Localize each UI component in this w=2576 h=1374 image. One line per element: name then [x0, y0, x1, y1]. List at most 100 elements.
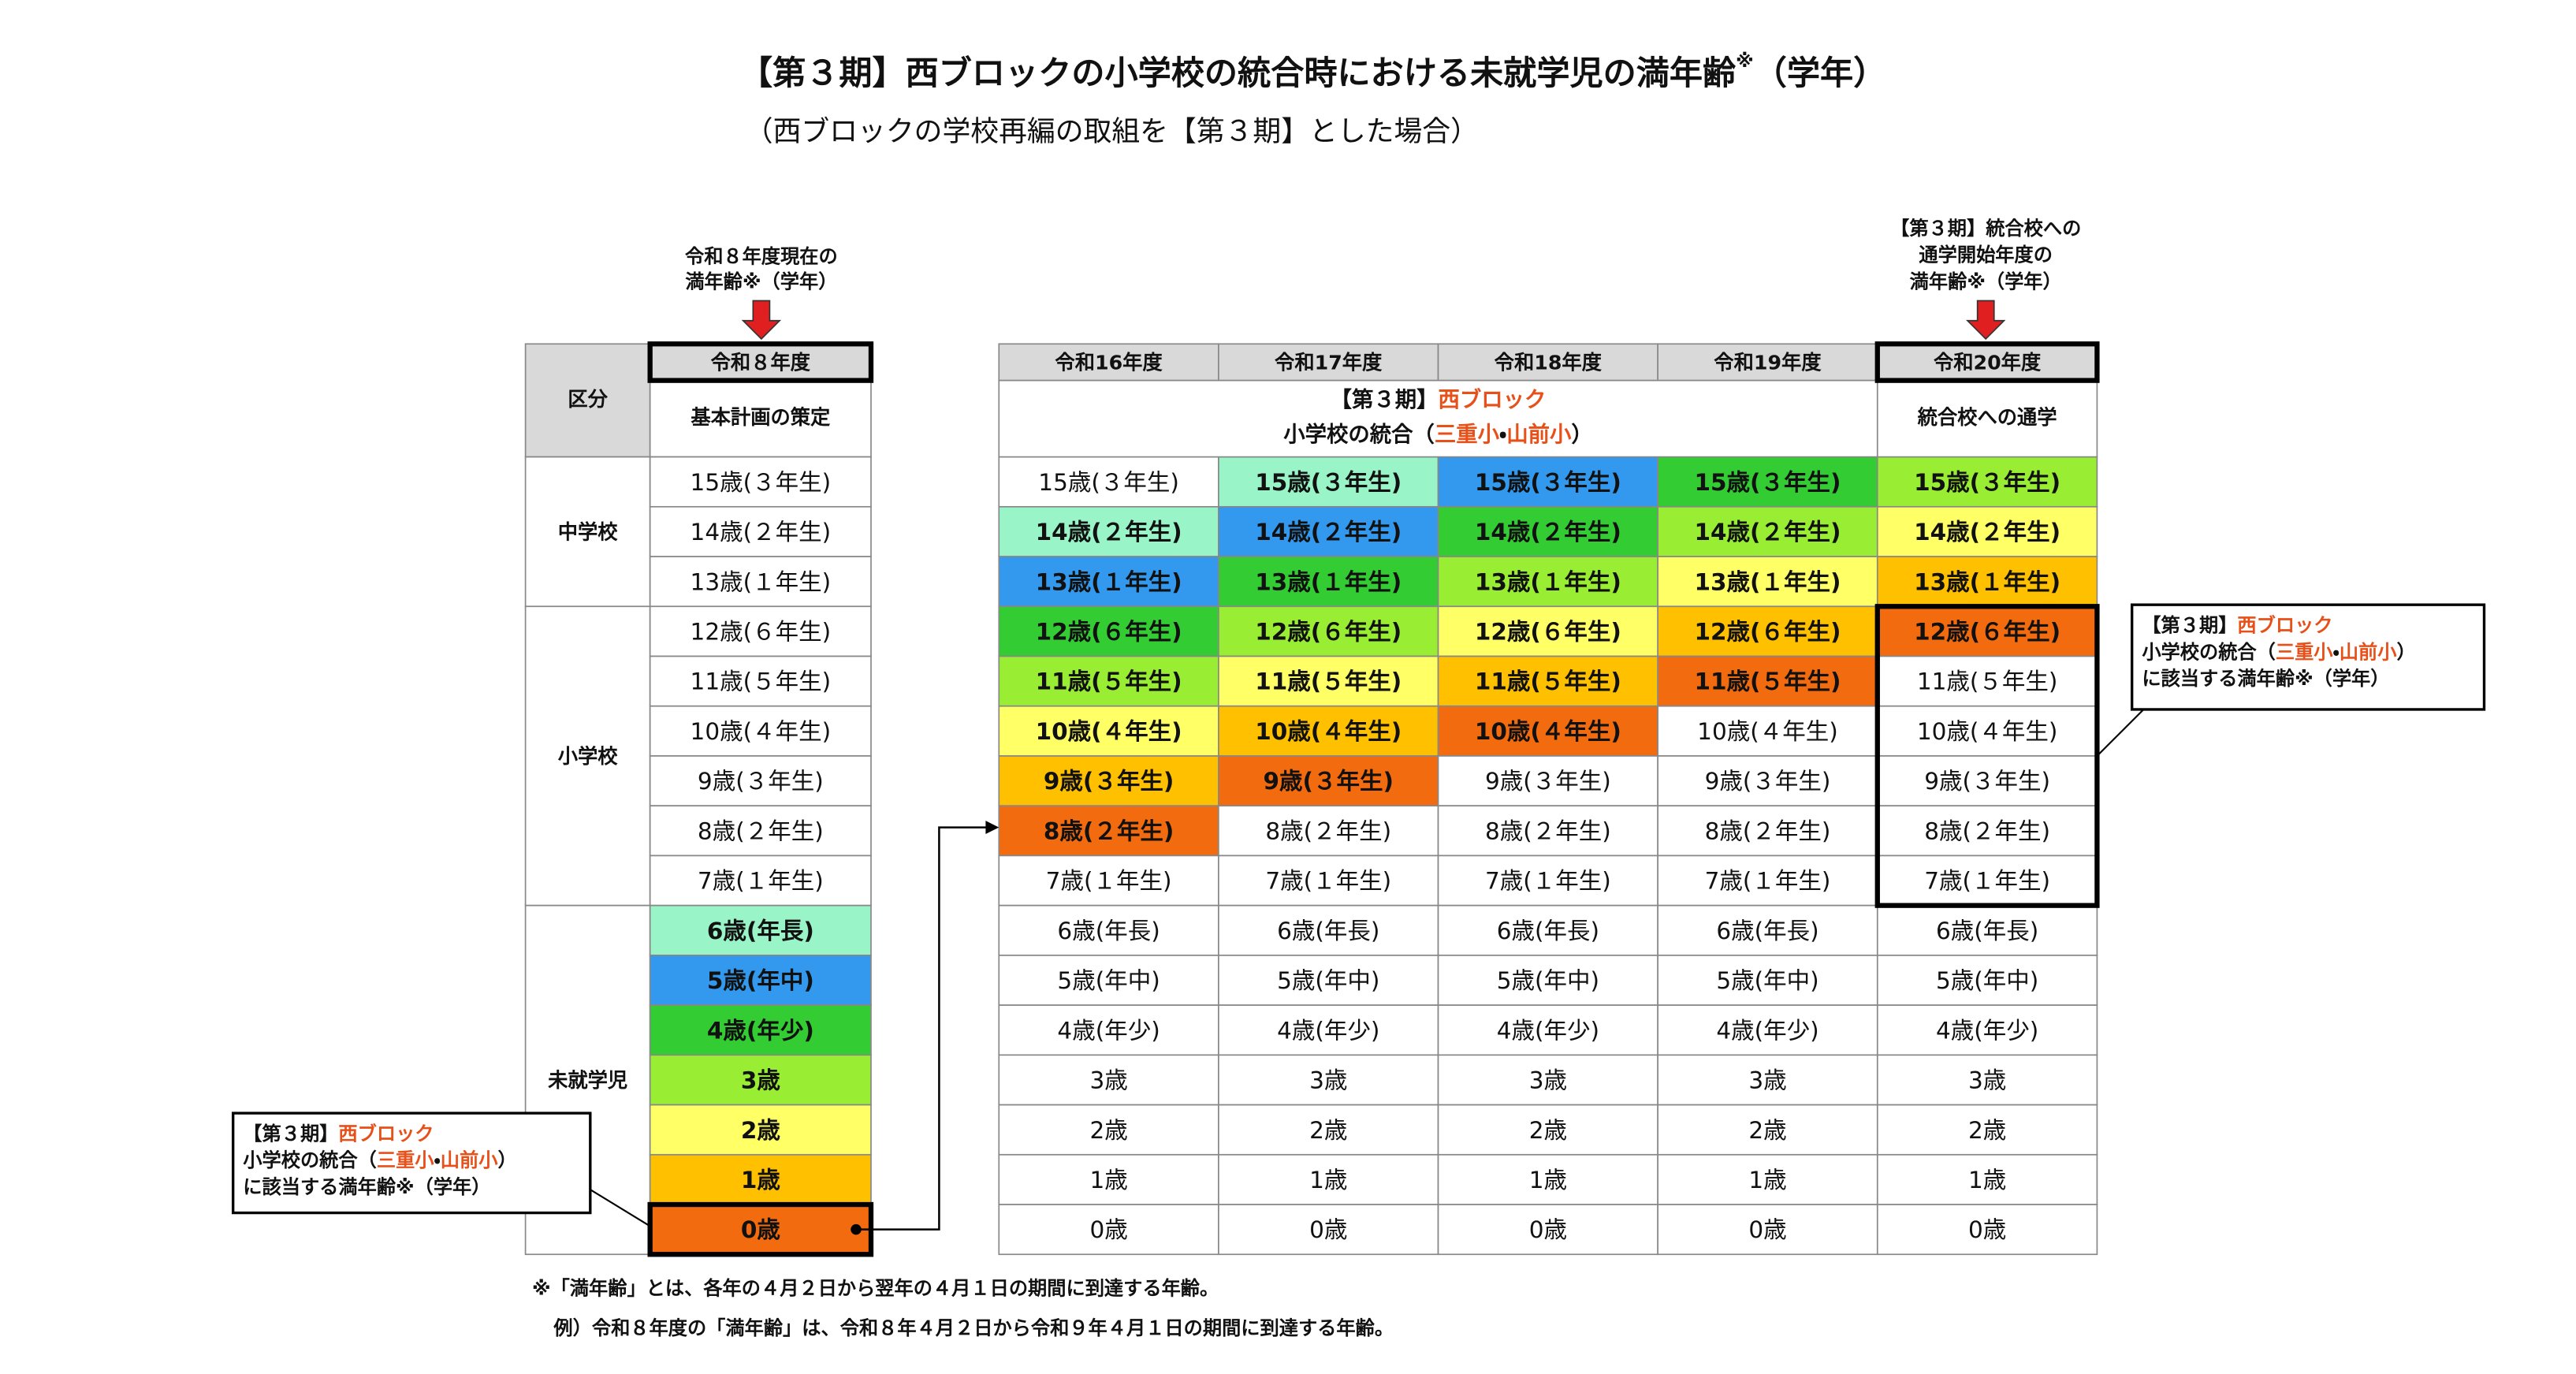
cell-text: 9歳(３年生): [1485, 768, 1611, 795]
table-cell: [1437, 955, 1658, 1006]
table-cell: [1876, 655, 2098, 707]
text-segment: 小学校の統合（: [2142, 641, 2276, 663]
cell-text: 8歳(２年生): [1044, 817, 1174, 844]
cell-text: 6歳(年長): [1277, 918, 1379, 944]
text-segment: ）: [1571, 423, 1592, 447]
cell-text: 9歳(３年生): [1924, 768, 2050, 795]
table-cell: [998, 1104, 1219, 1156]
cell-text: 14歳(２年生): [1036, 519, 1182, 546]
table-cell: [1218, 605, 1439, 657]
note-line: 通学開始年度の: [1919, 244, 2053, 266]
table-cell: [1218, 855, 1439, 907]
table-cell: [1218, 1153, 1439, 1205]
table-cell: [998, 456, 1219, 508]
table-cell: [1876, 1054, 2098, 1106]
highlight-box: [1874, 341, 2100, 383]
text-segment: 西ブロック: [2237, 615, 2332, 637]
table-cell: [1437, 1004, 1658, 1056]
cell-text: 7歳(１年生): [1265, 868, 1391, 895]
table-cell: [998, 755, 1219, 807]
cell-text: 12歳(６年生): [1255, 619, 1402, 646]
cell-text: 0歳: [741, 1216, 780, 1243]
cell-text: 11歳(５年生): [1917, 668, 2058, 695]
plan-label: 基本計画の策定: [691, 406, 831, 429]
column-header: 令和20年度: [1934, 352, 2042, 374]
cell-text: 8歳(２年生): [1485, 817, 1611, 844]
table-cell: [998, 1204, 1219, 1256]
cell-text: 14歳(２年生): [1475, 519, 1621, 546]
table-cell: [1437, 556, 1658, 608]
cell-text: 2歳: [1748, 1117, 1786, 1144]
cell-text: 6歳(年長): [707, 918, 814, 944]
text-segment: 三重小: [2276, 641, 2333, 663]
table-cell: [998, 705, 1219, 757]
cell-text: 15歳(３年生): [1475, 469, 1621, 496]
text-segment: ・: [1499, 423, 1506, 447]
commute-header: 統合校への通学: [1917, 406, 2057, 429]
cell-text: 0歳: [1968, 1216, 2006, 1243]
cell-text: 2歳: [1089, 1117, 1127, 1144]
cell-text: 3歳: [1529, 1067, 1567, 1094]
segmented-text: に該当する満年齢※（学年）: [243, 1176, 490, 1198]
title-mark: ※: [1736, 50, 1754, 71]
table-cell: [1657, 605, 1878, 657]
table-cell: [524, 456, 651, 608]
text-segment: 三重小: [1435, 423, 1500, 447]
column-header: 令和19年度: [1714, 352, 1822, 374]
cell-text: 12歳(６年生): [1036, 619, 1182, 646]
table-cell: [1657, 655, 1878, 707]
cell-text: 15歳(３年生): [1038, 469, 1179, 496]
footnote: ※「満年齢」とは、各年の４月２日から翌年の４月１日の期間に到達する年齢。: [532, 1278, 1219, 1300]
text-segment: 小学校の統合（: [1283, 422, 1435, 447]
cell-text: 9歳(３年生): [698, 768, 824, 795]
table-cell: [649, 1054, 872, 1106]
segmented-text: 小学校の統合（三重小・山前小）: [243, 1149, 516, 1171]
cell-text: 4歳(年少): [1497, 1017, 1599, 1044]
table-cell: [649, 1104, 872, 1156]
note-line: 【第３期】統合校への: [1890, 218, 2081, 240]
table-cell: [1657, 705, 1878, 757]
text-segment: 三重小: [377, 1149, 434, 1171]
table-cell: [998, 343, 1219, 382]
column-header: 令和16年度: [1055, 352, 1163, 374]
table-cell: [524, 343, 651, 458]
table-cell: [1218, 705, 1439, 757]
segmented-text: に該当する満年齢※（学年）: [2142, 668, 2389, 690]
cell-text: 13歳(１年生): [1694, 568, 1841, 595]
table-cell: [1437, 1054, 1658, 1106]
table-cell: [1876, 1204, 2098, 1256]
cell-text: 4歳(年少): [1936, 1017, 2038, 1044]
cell-text: 13歳(１年生): [1255, 568, 1402, 595]
cell-text: 9歳(３年生): [1705, 768, 1831, 795]
text-segment: ）: [2396, 641, 2415, 663]
text-segment: 【第３期】: [243, 1123, 338, 1145]
cell-text: 14歳(２年生): [691, 519, 832, 546]
table-cell: [1657, 456, 1878, 508]
down-arrow: [1965, 300, 2006, 341]
table-cell: [649, 955, 872, 1006]
cell-text: 11歳(５年生): [1694, 668, 1841, 695]
cell-text: 10歳(４年生): [1475, 718, 1621, 745]
table-cell: [1876, 805, 2098, 857]
connector-arrowhead: [985, 821, 1000, 835]
table-cell: [1218, 805, 1439, 857]
cell-text: 8歳(２年生): [1924, 817, 2050, 844]
table-cell: [1657, 1153, 1878, 1205]
table-cell: [649, 855, 872, 907]
cell-text: 7歳(１年生): [1924, 868, 2050, 895]
text-segment: 【第３期】: [2142, 615, 2237, 637]
segmented-text: 小学校の統合（三重小・山前小）: [1283, 422, 1593, 447]
table-cell: [1657, 505, 1878, 557]
segmented-text: 【第３期】西ブロック: [243, 1123, 434, 1145]
table-cell: [649, 556, 872, 608]
cell-text: 2歳: [1529, 1117, 1567, 1144]
table-cell: [1218, 1204, 1439, 1256]
cell-text: 12歳(６年生): [1475, 619, 1621, 646]
cell-text: 7歳(１年生): [1485, 868, 1611, 895]
cell-text: 13歳(１年生): [1475, 568, 1621, 595]
table-cell: [1218, 755, 1439, 807]
text-segment: に該当する満年齢※（学年）: [243, 1176, 490, 1198]
table-cell: [649, 1153, 872, 1205]
cell-text: 5歳(年中): [1716, 967, 1818, 994]
cell-text: 2歳: [1968, 1117, 2006, 1144]
